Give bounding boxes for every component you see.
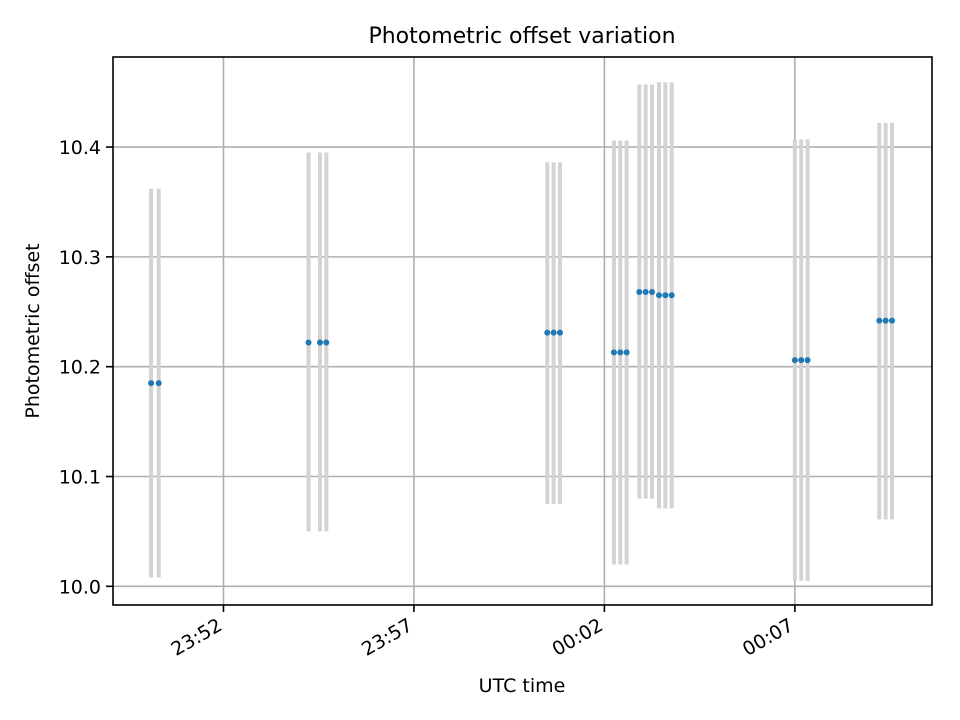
chart-title: Photometric offset variation	[368, 24, 675, 49]
data-point	[882, 317, 889, 324]
data-point	[155, 380, 162, 387]
data-point	[550, 329, 557, 336]
error-bars	[149, 82, 895, 581]
data-point	[668, 292, 675, 299]
data-point	[889, 317, 896, 324]
plot-frame	[112, 56, 933, 606]
data-point	[656, 292, 662, 299]
data-point	[610, 349, 617, 356]
data-point	[649, 289, 656, 296]
data-point	[642, 289, 649, 296]
data-point	[798, 357, 805, 364]
data-point	[305, 339, 312, 346]
data-point	[804, 357, 811, 364]
data-point	[617, 349, 624, 356]
y-tick-label: 10.1	[59, 467, 101, 489]
data-point	[556, 329, 563, 336]
data-point	[148, 380, 155, 387]
data-point	[323, 339, 330, 346]
x-tick-label: 00:02	[548, 614, 606, 660]
x-axis-ticks: 23:52 23:57 00:02 00:07	[168, 605, 797, 661]
y-tick-label: 10.2	[59, 357, 101, 379]
y-tick-label: 10.0	[59, 576, 101, 598]
data-points	[148, 289, 896, 387]
x-axis-title: UTC time	[479, 675, 566, 697]
data-point	[636, 289, 643, 296]
x-tick-label: 00:07	[739, 614, 797, 660]
y-tick-label: 10.4	[59, 137, 101, 159]
y-axis-title: Photometric offset	[22, 243, 44, 418]
y-axis-ticks: 10.0 10.1 10.2 10.3 10.4	[59, 137, 113, 598]
x-tick-label: 23:57	[358, 614, 416, 660]
data-point	[544, 329, 551, 336]
data-point	[662, 292, 669, 299]
data-point	[623, 349, 630, 356]
data-point	[876, 317, 883, 324]
data-point	[316, 339, 323, 346]
data-point	[791, 357, 798, 364]
y-tick-label: 10.3	[59, 247, 101, 269]
x-tick-label: 23:52	[168, 614, 226, 660]
